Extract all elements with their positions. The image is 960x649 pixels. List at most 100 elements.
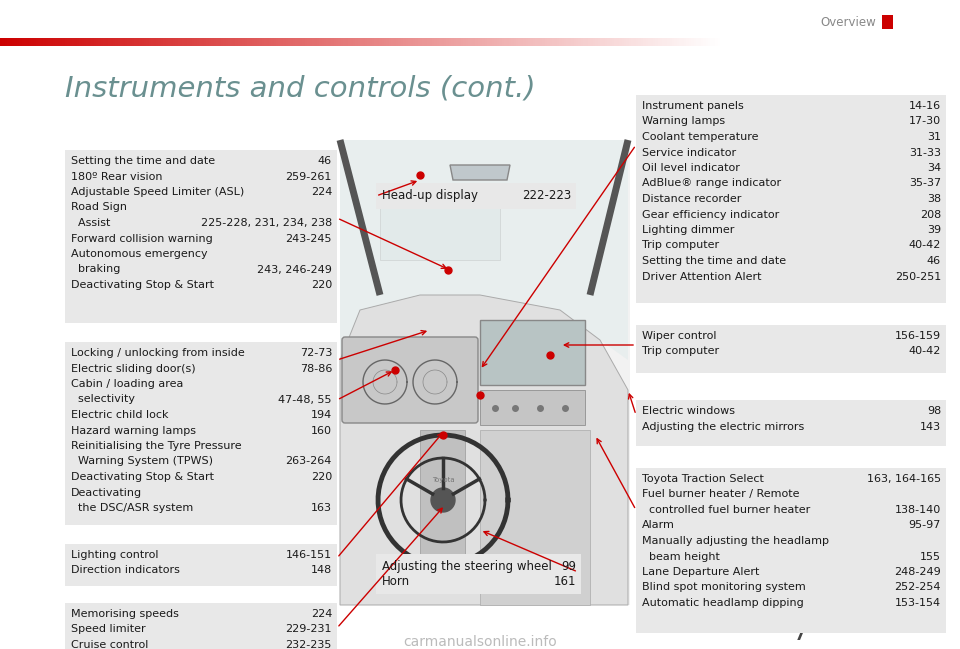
Text: beam height: beam height [642, 552, 720, 561]
Bar [547, 38, 550, 46]
Bar [406, 38, 409, 46]
Bar [475, 38, 478, 46]
Text: Speed limiter: Speed limiter [71, 624, 146, 635]
Bar [610, 38, 612, 46]
Bar [24, 38, 27, 46]
Text: 224: 224 [311, 187, 332, 197]
Bar [910, 38, 913, 46]
Polygon shape [431, 488, 455, 512]
Bar [348, 38, 351, 46]
Text: Lighting control: Lighting control [71, 550, 158, 560]
Bar [298, 38, 300, 46]
Text: Adjustable Speed Limiter (ASL): Adjustable Speed Limiter (ASL) [71, 187, 244, 197]
Bar [424, 38, 428, 46]
Bar [922, 38, 924, 46]
Bar [252, 38, 255, 46]
Bar [787, 38, 790, 46]
Bar [276, 38, 279, 46]
Bar [65, 342, 337, 525]
Bar [309, 38, 313, 46]
Bar [459, 38, 462, 46]
Polygon shape [340, 295, 628, 605]
Bar [380, 200, 500, 260]
Bar [82, 38, 84, 46]
Bar [592, 38, 596, 46]
Bar [165, 38, 169, 46]
Bar [72, 38, 75, 46]
Text: Warning System (TPWS): Warning System (TPWS) [71, 456, 213, 467]
Bar [480, 320, 585, 385]
Bar [758, 38, 761, 46]
Text: Instruments and controls (cont.): Instruments and controls (cont.) [65, 75, 536, 103]
Bar [434, 38, 438, 46]
Text: the DSC/ASR system: the DSC/ASR system [71, 503, 193, 513]
Bar [950, 38, 953, 46]
Bar [814, 38, 817, 46]
Bar [876, 38, 879, 46]
Bar [578, 38, 582, 46]
Text: 194: 194 [311, 410, 332, 420]
Bar [763, 38, 766, 46]
Text: selectivity: selectivity [71, 395, 135, 404]
Bar [223, 38, 227, 46]
Bar [715, 38, 718, 46]
Bar [43, 38, 46, 46]
Text: Locking / unlocking from inside: Locking / unlocking from inside [71, 348, 245, 358]
Bar [898, 38, 900, 46]
Text: 31: 31 [927, 132, 941, 142]
Bar [643, 38, 646, 46]
Text: 39: 39 [926, 225, 941, 235]
Text: Electric windows: Electric windows [642, 406, 735, 416]
Bar [568, 38, 572, 46]
Bar [597, 38, 601, 46]
Bar [401, 38, 404, 46]
Bar [56, 38, 59, 46]
Bar [394, 38, 396, 46]
Text: 40-42: 40-42 [908, 241, 941, 251]
Bar [856, 38, 860, 46]
Bar [655, 38, 659, 46]
Bar [555, 38, 558, 46]
Bar [242, 38, 246, 46]
Bar [5, 38, 8, 46]
Bar [125, 38, 128, 46]
Bar [728, 38, 731, 46]
Text: 7: 7 [795, 628, 805, 643]
Bar [710, 38, 713, 46]
Bar [403, 38, 406, 46]
Bar [688, 38, 692, 46]
Bar [91, 38, 94, 46]
Bar [854, 38, 857, 46]
Bar [706, 38, 708, 46]
Text: 229-231: 229-231 [285, 624, 332, 635]
Text: 259-261: 259-261 [286, 171, 332, 182]
Bar [564, 38, 567, 46]
Bar [744, 38, 747, 46]
Text: 232-235: 232-235 [286, 640, 332, 649]
Text: Hazard warning lamps: Hazard warning lamps [71, 426, 196, 435]
Bar [883, 38, 886, 46]
Bar [331, 38, 334, 46]
Bar [171, 38, 174, 46]
Bar [608, 38, 611, 46]
Bar [619, 38, 622, 46]
Bar [449, 38, 452, 46]
Bar [360, 38, 363, 46]
Bar [912, 38, 915, 46]
Bar [384, 38, 387, 46]
Bar [108, 38, 111, 46]
Bar [288, 38, 291, 46]
Bar [206, 38, 209, 46]
Bar [818, 38, 822, 46]
Bar [799, 38, 803, 46]
Bar [96, 38, 99, 46]
Bar [904, 38, 908, 46]
Bar [240, 38, 243, 46]
Bar [271, 38, 275, 46]
Bar [213, 38, 217, 46]
Bar [497, 38, 500, 46]
Bar [741, 38, 745, 46]
Bar [2, 38, 6, 46]
Bar [900, 38, 903, 46]
Bar [881, 38, 884, 46]
